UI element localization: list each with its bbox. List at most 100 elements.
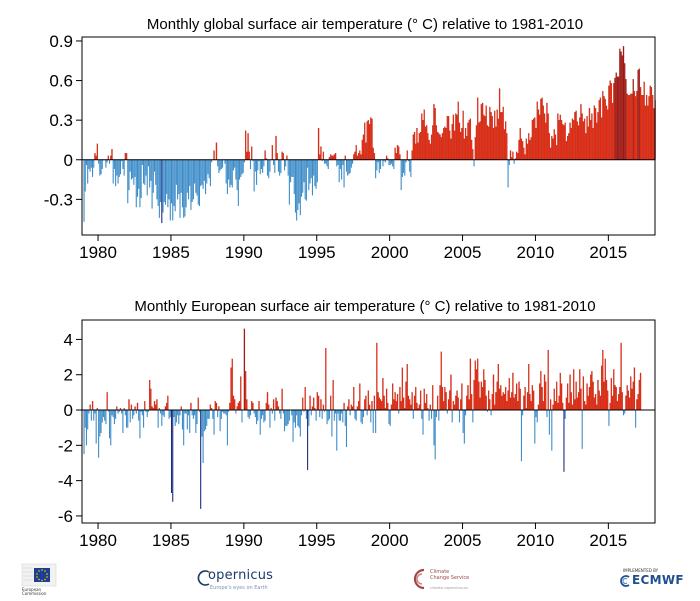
data-bar	[597, 379, 599, 411]
copernicus-logo: opernicus Europe's eyes on Earth	[196, 568, 306, 594]
data-bar	[576, 121, 578, 160]
data-bar	[472, 410, 474, 423]
data-bar	[88, 159, 90, 169]
data-bar	[194, 159, 196, 184]
data-bar	[215, 142, 218, 160]
data-bar	[166, 159, 168, 195]
data-bar	[281, 388, 283, 411]
data-bar	[483, 369, 485, 411]
data-bar	[444, 126, 446, 160]
data-bar	[518, 381, 520, 411]
data-bar	[324, 410, 326, 412]
data-bar	[129, 410, 131, 423]
data-bar	[409, 159, 411, 172]
copernicus-tagline: Europe's eyes on Earth	[210, 585, 268, 591]
data-bar	[440, 137, 442, 160]
data-bar	[571, 118, 574, 160]
data-bar	[451, 124, 453, 160]
data-bar	[452, 114, 455, 160]
data-bar	[83, 159, 85, 222]
data-bar	[522, 410, 524, 416]
data-bar	[366, 410, 368, 416]
data-bar	[269, 159, 271, 172]
data-bar	[509, 150, 512, 160]
data-bar	[552, 138, 554, 160]
x-tick-label: 2010	[517, 531, 555, 550]
data-bar	[609, 80, 611, 160]
data-bar	[208, 159, 210, 179]
data-bar	[157, 410, 159, 428]
data-bar	[647, 105, 649, 160]
data-bar	[598, 100, 600, 160]
data-bar	[622, 46, 625, 160]
data-bar	[445, 128, 447, 160]
data-bar	[648, 96, 650, 160]
data-bar	[125, 153, 128, 160]
data-bar	[506, 133, 508, 160]
data-bar	[327, 410, 329, 421]
data-bar	[252, 402, 254, 411]
data-bar	[90, 410, 92, 421]
data-bar	[495, 392, 497, 411]
data-bar	[106, 392, 108, 411]
data-bar	[436, 395, 439, 411]
data-bar	[172, 159, 174, 221]
data-bar	[540, 98, 542, 160]
data-bar	[185, 410, 187, 414]
data-bar	[556, 381, 558, 411]
data-bar	[428, 139, 430, 160]
data-bar	[564, 122, 566, 160]
data-bar	[133, 159, 135, 185]
data-bar	[242, 159, 244, 173]
data-bar	[160, 410, 162, 414]
data-bar	[326, 410, 328, 425]
data-bar	[378, 159, 380, 173]
data-bar	[436, 131, 439, 160]
data-bar	[191, 410, 193, 416]
data-bar	[434, 108, 436, 160]
data-bar	[147, 410, 149, 412]
y-tick-label: 2	[64, 366, 73, 385]
data-bar	[174, 410, 176, 426]
data-bar	[98, 159, 100, 164]
data-bar	[87, 159, 89, 184]
data-bar	[234, 159, 236, 168]
data-bar	[376, 159, 378, 171]
data-bar	[417, 142, 419, 160]
data-bar	[513, 159, 515, 164]
data-bar	[348, 159, 350, 175]
data-bar	[344, 155, 346, 160]
data-bar	[356, 155, 359, 160]
y-tick-label: 4	[64, 330, 73, 349]
data-bar	[551, 410, 553, 451]
data-bar	[541, 97, 543, 160]
data-bar	[335, 410, 337, 414]
data-bar	[84, 410, 86, 428]
data-bar	[304, 159, 306, 200]
data-bar	[616, 76, 619, 160]
x-tick-label: 2010	[517, 243, 555, 262]
data-bar	[621, 55, 623, 160]
data-bar	[163, 159, 165, 202]
data-bar	[650, 87, 653, 160]
data-bar	[360, 154, 362, 160]
data-bar	[123, 159, 125, 176]
data-bar	[554, 401, 557, 411]
data-bar	[461, 128, 463, 160]
data-bar	[525, 138, 527, 160]
data-bar	[307, 159, 309, 168]
data-bar	[404, 159, 406, 176]
data-bar	[235, 159, 237, 180]
data-bar	[348, 399, 350, 411]
data-bar	[511, 392, 513, 411]
data-bar	[626, 93, 628, 160]
data-bar	[322, 404, 325, 411]
data-bar	[645, 95, 648, 160]
data-bar	[486, 125, 489, 160]
data-bar	[107, 155, 109, 160]
data-bar	[614, 385, 616, 411]
data-bar	[563, 410, 565, 472]
data-bar	[457, 101, 459, 160]
data-bar	[569, 122, 571, 160]
data-bar	[635, 410, 637, 428]
